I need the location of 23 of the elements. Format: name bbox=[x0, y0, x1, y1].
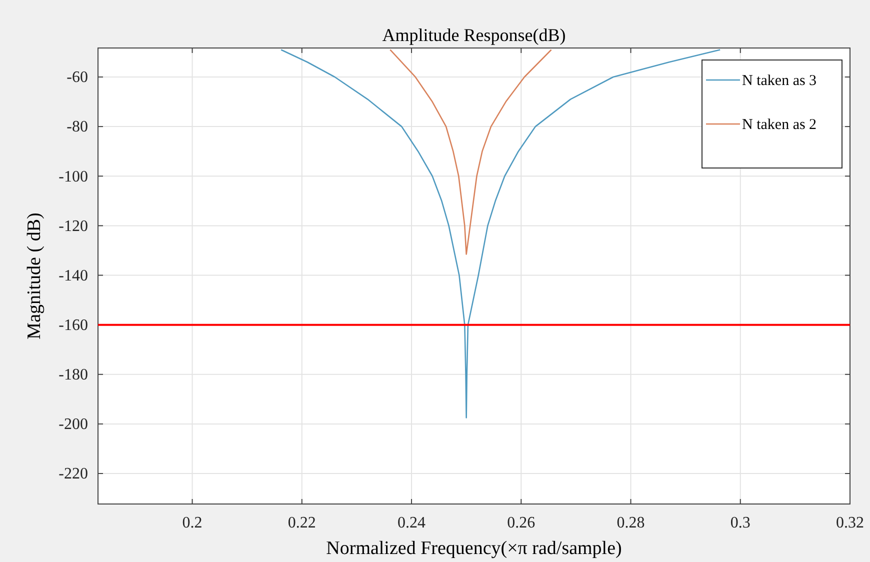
x-tick-label: 0.3 bbox=[730, 514, 750, 532]
y-tick-label: -100 bbox=[58, 168, 88, 186]
line-series bbox=[280, 49, 721, 418]
chart-title: Amplitude Response(dB) bbox=[382, 25, 566, 45]
x-tick-label: 0.26 bbox=[507, 514, 536, 532]
y-tick-label: -180 bbox=[58, 366, 88, 384]
y-tick-label: -220 bbox=[58, 466, 88, 483]
y-tick-label: -140 bbox=[58, 267, 88, 284]
x-tick-label: 0.22 bbox=[288, 514, 316, 532]
x-tick-label: 0.24 bbox=[398, 514, 426, 532]
y-tick-label: -60 bbox=[66, 69, 88, 86]
line-series bbox=[389, 49, 552, 255]
y-tick-label: -160 bbox=[58, 316, 88, 334]
y-tick-label: -120 bbox=[58, 218, 88, 235]
y-tick-label: -80 bbox=[66, 118, 88, 136]
x-tick-label: 0.2 bbox=[182, 514, 202, 532]
x-tick-label: 0.32 bbox=[836, 514, 864, 532]
legend-label: N taken as 3 bbox=[742, 73, 817, 89]
x-axis-title: Normalized Frequency(×π rad/sample) bbox=[326, 538, 622, 559]
legend-label: N taken as 2 bbox=[742, 117, 817, 133]
y-axis-title: Magnitude ( dB) bbox=[24, 212, 45, 340]
y-tick-label: -200 bbox=[58, 416, 88, 434]
x-tick-label: 0.28 bbox=[616, 514, 645, 532]
